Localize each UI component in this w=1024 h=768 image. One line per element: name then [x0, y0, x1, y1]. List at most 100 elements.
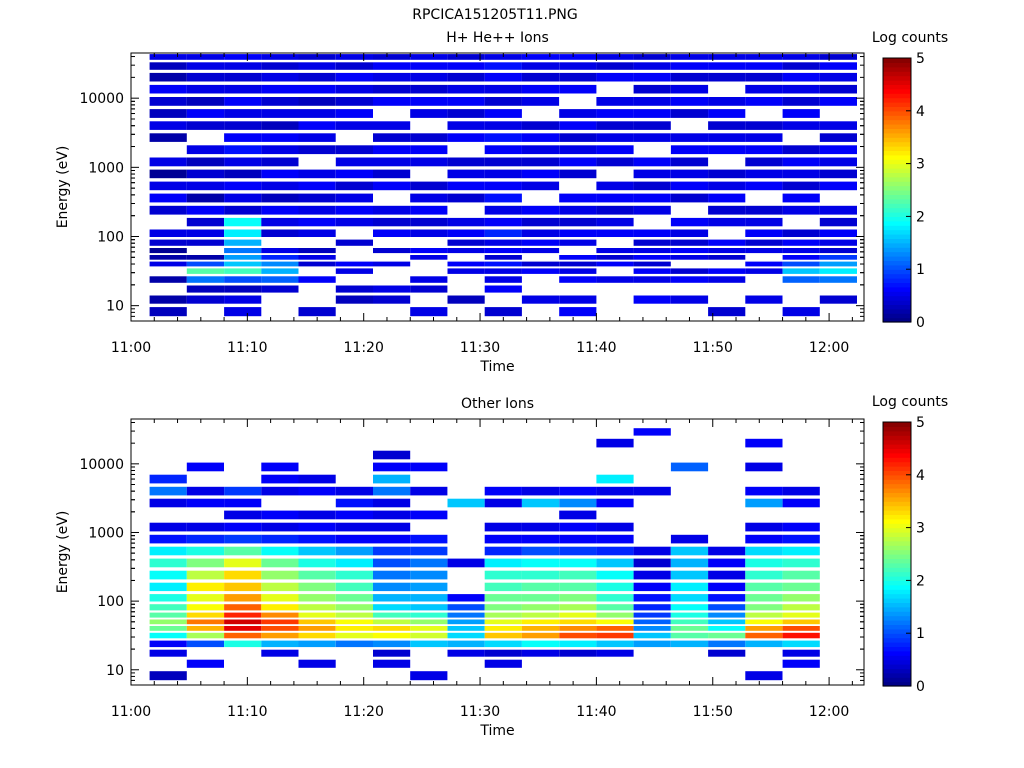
heatmap-cell [559, 205, 597, 215]
heatmap-cell [186, 295, 224, 304]
heatmap-cell [224, 632, 262, 639]
heatmap-cell [782, 659, 820, 668]
heatmap-cell [373, 97, 411, 106]
heatmap-cell [410, 534, 448, 544]
heatmap-cell [186, 632, 224, 639]
heatmap-cell [335, 295, 373, 304]
heatmap-cell [596, 157, 634, 167]
heatmap-cell [447, 604, 485, 611]
heatmap-cell [521, 54, 560, 60]
heatmap-cell [633, 133, 671, 142]
heatmap-cell [633, 582, 671, 592]
heatmap-cell [335, 582, 373, 592]
heatmap-cell [521, 248, 560, 254]
heatmap-cell [447, 62, 485, 70]
x-tick-label: 11:00 [111, 704, 151, 720]
colorbar-segment [883, 154, 911, 160]
heatmap-cell [708, 632, 746, 639]
heatmap-cell [149, 157, 187, 167]
heatmap-cell [745, 239, 783, 246]
heatmap-cell [670, 462, 709, 472]
heatmap-cell [559, 84, 597, 94]
heatmap-cell [670, 582, 709, 592]
colorbar-segment [883, 264, 911, 270]
colorbar-segment [883, 466, 911, 471]
heatmap-cell [782, 534, 820, 544]
colorbar: 0 1 2 3 4 5 Log counts [872, 394, 948, 695]
heatmap-cell [745, 604, 783, 611]
colorbar-segment [883, 668, 911, 674]
heatmap-cell [708, 582, 746, 592]
heatmap-cell [186, 659, 224, 668]
heatmap-cell [484, 498, 522, 508]
heatmap-cell [521, 133, 560, 142]
colorbar-tick-label: 3 [916, 157, 925, 173]
heatmap-cell [186, 229, 224, 237]
colorbar-segment [883, 589, 911, 595]
heatmap-cell [447, 72, 485, 82]
heatmap-cell [484, 217, 522, 227]
heatmap-cell [670, 181, 709, 191]
heatmap-cell [410, 133, 448, 142]
heatmap-cell [484, 255, 522, 260]
y-tick-label: 100 [97, 229, 124, 245]
heatmap-cell [335, 97, 373, 106]
heatmap-cell [298, 97, 336, 106]
heatmap-cell [819, 268, 857, 274]
colorbar-tick-label: 4 [916, 468, 925, 484]
colorbar-segment [883, 84, 911, 90]
heatmap-cell [521, 640, 560, 648]
heatmap-cell [633, 558, 671, 568]
heatmap-cell [261, 594, 299, 602]
heatmap-cell [373, 659, 411, 668]
heatmap-cell [670, 229, 709, 237]
heatmap-cell [186, 546, 224, 556]
heatmap-cell [298, 169, 336, 179]
heatmap-cell [335, 594, 373, 602]
heatmap-cell [521, 72, 560, 82]
heatmap-cell [410, 604, 448, 611]
heatmap-cell [559, 486, 597, 496]
heatmap-cell [596, 632, 634, 639]
colorbar-segment [883, 146, 911, 151]
heatmap-cell [521, 619, 560, 625]
colorbar-segment [883, 163, 911, 169]
heatmap-cell [708, 268, 746, 274]
heatmap-cell [484, 558, 522, 568]
heatmap-cell [298, 205, 336, 215]
x-tick-label: 11:20 [344, 340, 384, 356]
heatmap-cell [335, 522, 373, 532]
x-tick-label: 12:00 [809, 704, 849, 720]
colorbar-segment [883, 295, 911, 301]
heatmap-cell [819, 72, 857, 82]
heatmap-cell [335, 612, 373, 618]
heatmap-cell [633, 261, 671, 267]
heatmap-cell [670, 594, 709, 602]
heatmap-cell [373, 486, 411, 496]
colorbar-segment [883, 115, 911, 121]
heatmap-cell [596, 474, 634, 484]
heatmap-cell [149, 486, 187, 496]
heatmap-cell [224, 248, 262, 254]
heatmap-cell [261, 626, 299, 631]
heatmap-cell [224, 594, 262, 602]
heatmap-cell [521, 268, 560, 274]
heatmap-cell [335, 72, 373, 82]
heatmap-cell [633, 84, 671, 94]
x-tick-label: 11:40 [576, 340, 616, 356]
colorbar-segment [883, 677, 911, 683]
heatmap-cell [782, 181, 820, 191]
heatmap-cell [298, 510, 336, 520]
heatmap-cell [745, 229, 783, 237]
heatmap-cell [335, 268, 373, 274]
colorbar-segment [883, 681, 911, 687]
heatmap-cell [596, 193, 634, 203]
colorbar-segment [883, 247, 911, 253]
heatmap-cell [782, 255, 820, 260]
heatmap-cell [410, 558, 448, 568]
heatmap-cell [484, 261, 522, 267]
heatmap-cell [373, 248, 411, 254]
heatmap-cell [335, 239, 373, 246]
heatmap-cell [559, 632, 597, 639]
heatmap-cell [633, 121, 671, 130]
